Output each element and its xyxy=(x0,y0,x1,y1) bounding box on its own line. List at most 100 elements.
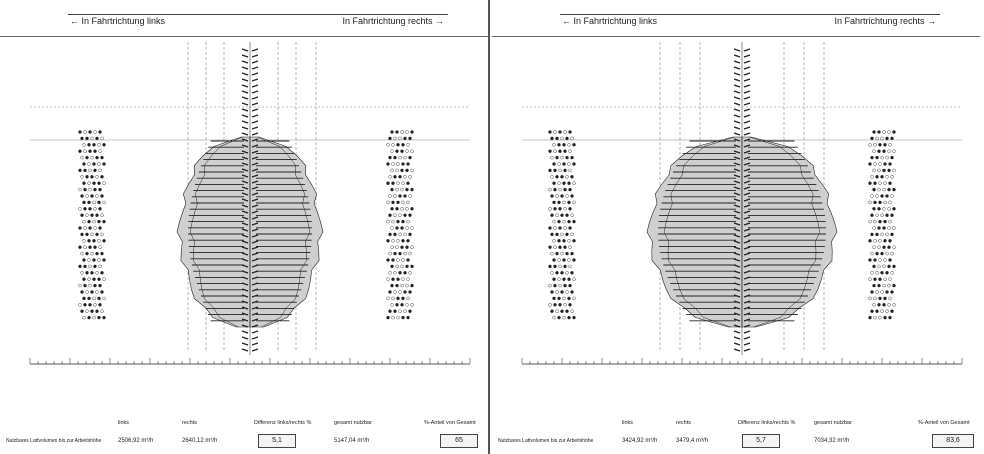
left-dot xyxy=(548,283,552,288)
right-dot xyxy=(880,175,884,179)
nozzle-marker xyxy=(241,174,249,178)
left-dot xyxy=(92,181,96,185)
nozzle-marker xyxy=(733,312,741,316)
left-dot xyxy=(570,232,574,237)
left-dot xyxy=(560,175,564,179)
nozzle-marker xyxy=(743,294,751,298)
nozzle-marker xyxy=(241,90,249,94)
nozzle-marker xyxy=(251,96,259,100)
nozzle-marker xyxy=(241,192,249,196)
right-dot xyxy=(403,155,407,160)
left-dot xyxy=(565,290,569,294)
left-dot xyxy=(80,232,84,237)
nozzle-marker xyxy=(743,210,751,214)
value-rechts: 2640,12 m³/h xyxy=(182,438,218,444)
left-dot xyxy=(565,213,569,217)
right-dot xyxy=(890,136,894,141)
left-dot xyxy=(90,194,94,198)
right-dot xyxy=(410,283,414,288)
left-dot xyxy=(82,258,86,262)
left-dot xyxy=(95,251,99,256)
left-dot xyxy=(92,258,96,262)
volume-table: links rechts Differenz links/rechts % ge… xyxy=(0,410,488,454)
value-anteil: 65 xyxy=(455,437,463,444)
right-dot xyxy=(391,200,395,205)
nozzle-marker xyxy=(251,222,259,226)
right-dot xyxy=(395,130,399,134)
left-dot xyxy=(558,130,562,134)
right-dot xyxy=(872,245,876,249)
header-separator xyxy=(492,36,980,37)
left-dot xyxy=(548,187,552,192)
nozzle-marker xyxy=(251,294,259,298)
right-dot xyxy=(885,136,889,141)
left-dot xyxy=(555,155,559,160)
nozzle-marker xyxy=(241,234,249,238)
right-dot xyxy=(872,130,876,134)
nozzle-marker xyxy=(733,228,741,232)
left-dot xyxy=(90,290,94,294)
left-dot xyxy=(88,187,92,192)
header-diff: Differenz links/rechts % xyxy=(738,420,796,426)
right-dot xyxy=(872,264,876,269)
nozzle-marker xyxy=(251,264,259,268)
left-dot xyxy=(88,207,92,211)
left-dot xyxy=(555,290,559,294)
right-dot xyxy=(877,149,881,153)
left-dot xyxy=(553,303,557,307)
right-dot xyxy=(406,258,410,262)
right-dot xyxy=(873,258,877,262)
right-dot xyxy=(401,162,405,166)
right-dot xyxy=(890,309,894,313)
right-dot xyxy=(401,277,405,281)
direction-left-label: ← In Fahrtrichtung links xyxy=(562,16,658,26)
left-dot xyxy=(550,136,554,141)
left-dot xyxy=(85,309,89,313)
right-dot xyxy=(393,155,397,160)
right-dot xyxy=(883,315,887,320)
nozzle-marker xyxy=(241,84,249,88)
nozzle-marker xyxy=(251,300,259,304)
left-dot xyxy=(553,207,557,211)
right-dot xyxy=(873,296,877,301)
left-dot xyxy=(568,245,572,249)
nozzle-marker xyxy=(733,156,741,160)
nozzle-marker xyxy=(251,330,259,334)
right-dot xyxy=(401,315,405,320)
left-dot xyxy=(87,258,91,262)
right-dot xyxy=(887,264,891,269)
right-dot xyxy=(892,303,896,307)
right-dot xyxy=(892,283,896,288)
nozzle-marker xyxy=(743,126,751,130)
right-dot xyxy=(405,226,409,230)
header-separator xyxy=(0,36,488,37)
right-dot xyxy=(880,213,884,217)
nozzle-marker xyxy=(733,318,741,322)
right-dot xyxy=(885,213,889,217)
nozzle-marker xyxy=(733,96,741,100)
left-dot xyxy=(553,187,557,192)
right-dot xyxy=(885,194,889,198)
left-dot xyxy=(93,245,97,249)
nozzle-marker xyxy=(743,264,751,268)
nozzle-marker xyxy=(251,54,259,58)
nozzle-marker xyxy=(251,336,259,340)
spray-distribution-plot xyxy=(29,42,471,365)
right-dot xyxy=(386,239,390,243)
right-dot xyxy=(890,213,894,217)
left-dot xyxy=(83,264,87,269)
left-dot xyxy=(87,315,91,320)
right-dot xyxy=(400,226,404,230)
left-dot xyxy=(85,136,89,141)
right-dot xyxy=(398,175,402,179)
right-dot xyxy=(892,149,896,153)
left-dot xyxy=(85,290,89,294)
right-dot xyxy=(398,194,402,198)
left-dot xyxy=(92,296,96,301)
nozzle-marker xyxy=(251,120,259,124)
right-dot xyxy=(400,130,404,134)
right-dot xyxy=(873,181,877,185)
right-dot xyxy=(868,219,872,224)
right-dot xyxy=(888,200,892,205)
left-dot xyxy=(87,239,91,243)
